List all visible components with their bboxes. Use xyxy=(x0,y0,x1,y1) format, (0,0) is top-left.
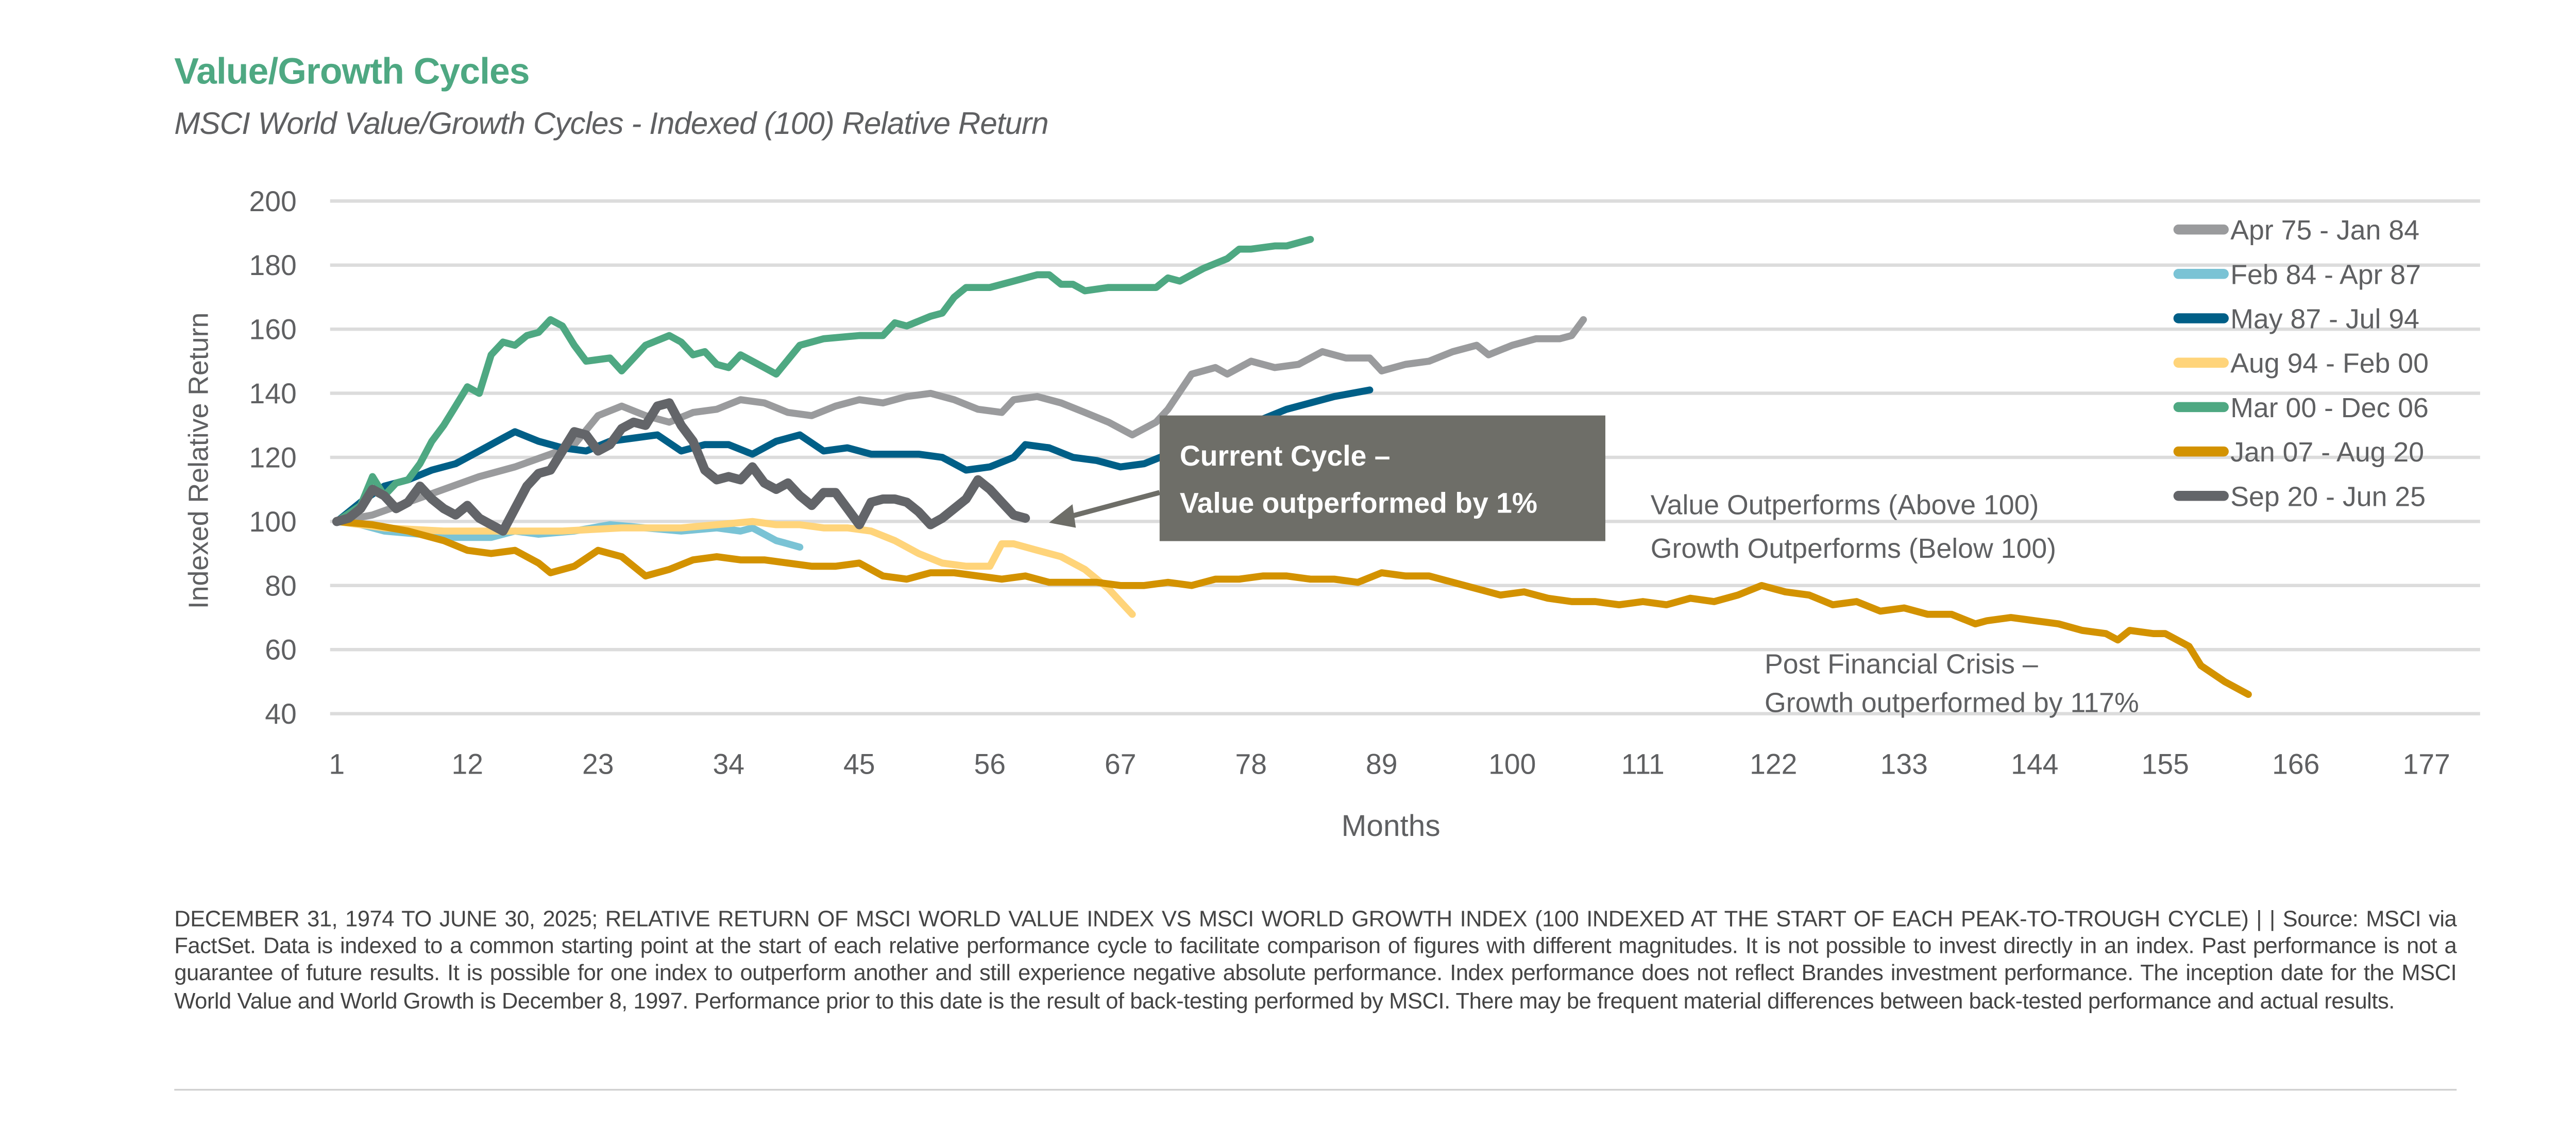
legend-label: Aug 94 - Feb 00 xyxy=(2230,348,2429,379)
legend-item: Sep 20 - Jun 25 xyxy=(2173,481,2426,512)
legend-label: Sep 20 - Jun 25 xyxy=(2230,481,2426,512)
value-outperforms-note: Value Outperforms (Above 100) xyxy=(1651,490,2039,521)
annotation-box xyxy=(1159,415,1605,541)
x-tick-label: 12 xyxy=(452,748,484,780)
x-tick-label: 155 xyxy=(2142,748,2189,780)
legend-item: Mar 00 - Dec 06 xyxy=(2173,392,2429,423)
legend-label: Apr 75 - Jan 84 xyxy=(2230,215,2419,246)
x-axis-ticks: 1 12 23 34 45 56 67 78 89 100 111 122 133 144 155 166 17… xyxy=(329,748,2450,780)
series-line-6 xyxy=(332,398,1030,536)
footnote-divider xyxy=(174,1089,2457,1091)
y-tick-label: 200 xyxy=(249,185,296,217)
x-tick-label: 56 xyxy=(974,748,1006,780)
annotation-line-1: Current Cycle – xyxy=(1180,440,1391,472)
legend-label: Feb 84 - Apr 87 xyxy=(2230,259,2421,290)
series-lines xyxy=(332,235,2252,698)
series-line-0 xyxy=(333,316,1587,525)
chart-subtitle: MSCI World Value/Growth Cycles - Indexed… xyxy=(174,105,1048,141)
y-tick-label: 80 xyxy=(265,570,297,602)
x-tick-label: 122 xyxy=(1750,748,1797,780)
x-tick-label: 133 xyxy=(1880,748,1928,780)
annotation-line-2: Value outperformed by 1% xyxy=(1180,487,1537,519)
growth-outperforms-note: Growth Outperforms (Below 100) xyxy=(1651,533,2056,564)
series-line-5 xyxy=(333,518,2252,698)
legend-item: May 87 - Jul 94 xyxy=(2173,304,2419,335)
current-cycle-annotation: Current Cycle – Value outperformed by 1% xyxy=(1049,415,1605,541)
post-crisis-note-1: Post Financial Crisis – xyxy=(1765,649,2038,680)
arrow-line xyxy=(1065,490,1161,520)
x-tick-label: 144 xyxy=(2011,748,2058,780)
post-crisis-note-2: Growth outperformed by 117% xyxy=(1765,687,2139,718)
y-tick-label: 40 xyxy=(265,698,297,730)
x-tick-label: 1 xyxy=(329,748,345,780)
x-tick-label: 100 xyxy=(1488,748,1536,780)
x-tick-label: 23 xyxy=(582,748,614,780)
legend: Apr 75 - Jan 84 Feb 84 - Apr 87 May 87 - J… xyxy=(2173,215,2429,512)
x-tick-label: 67 xyxy=(1105,748,1137,780)
x-tick-label: 177 xyxy=(2403,748,2450,780)
y-tick-label: 120 xyxy=(249,441,296,473)
legend-label: Mar 00 - Dec 06 xyxy=(2230,392,2429,423)
legend-item: Aug 94 - Feb 00 xyxy=(2173,348,2429,379)
x-tick-label: 34 xyxy=(713,748,745,780)
x-tick-label: 166 xyxy=(2272,748,2319,780)
legend-label: May 87 - Jul 94 xyxy=(2230,304,2419,335)
y-tick-label: 60 xyxy=(265,634,297,666)
y-axis-label: Indexed Relative Return xyxy=(183,313,214,609)
legend-label: Jan 07 - Aug 20 xyxy=(2230,437,2424,468)
footnote: DECEMBER 31, 1974 TO JUNE 30, 2025; RELA… xyxy=(174,906,2457,1013)
series-line-3 xyxy=(333,518,1136,618)
chart-title: Value/Growth Cycles xyxy=(174,50,530,92)
legend-item: Apr 75 - Jan 84 xyxy=(2173,215,2419,246)
y-tick-label: 140 xyxy=(249,378,296,409)
x-tick-label: 78 xyxy=(1235,748,1267,780)
x-tick-label: 111 xyxy=(1621,748,1665,780)
y-tick-label: 160 xyxy=(249,314,296,346)
x-tick-label: 89 xyxy=(1366,748,1398,780)
gridlines xyxy=(330,199,2480,715)
x-tick-label: 45 xyxy=(843,748,875,780)
series-line-4 xyxy=(333,235,1314,525)
legend-item: Feb 84 - Apr 87 xyxy=(2173,259,2421,290)
x-axis-label: Months xyxy=(1342,809,1440,843)
arrow-head-icon xyxy=(1049,504,1076,528)
y-tick-label: 180 xyxy=(249,249,296,281)
y-tick-label: 100 xyxy=(249,506,296,538)
legend-item: Jan 07 - Aug 20 xyxy=(2173,437,2424,468)
y-axis-ticks: 40 60 80 100 120 140 160 180 200 xyxy=(249,185,296,730)
